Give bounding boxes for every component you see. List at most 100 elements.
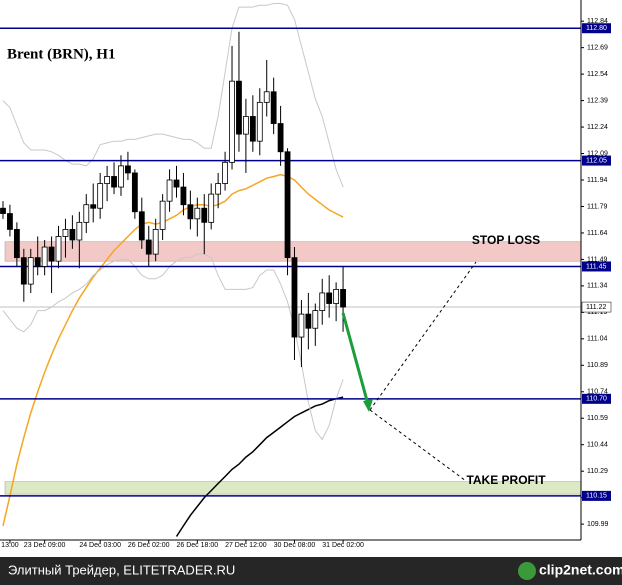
level-label: 112.05 xyxy=(586,157,607,164)
y-tick-label: 111.34 xyxy=(587,283,607,290)
candle-body xyxy=(180,186,187,206)
level-label: 111.45 xyxy=(586,263,606,270)
candle-body xyxy=(263,91,270,103)
candle-body xyxy=(83,204,90,223)
indicator-line xyxy=(175,396,344,537)
candle-body xyxy=(215,183,222,195)
arrow-head xyxy=(363,399,373,412)
candle-body xyxy=(27,257,34,285)
y-tick-label: 110.29 xyxy=(587,468,608,475)
candle-body xyxy=(104,176,110,184)
axis: 112.84 112.69 112.54 112.39 112.24 112.09 111.… xyxy=(1,18,612,549)
level-label: 112.80 xyxy=(586,25,607,32)
candle-body xyxy=(298,313,305,338)
candle-body xyxy=(208,193,215,223)
price-box xyxy=(581,301,612,313)
zone-label: STOP LOSS xyxy=(472,233,540,247)
y-tick-label: 112.39 xyxy=(587,97,608,104)
x-tick-label: 24 Dec 03:00 xyxy=(79,542,121,549)
candle-body xyxy=(340,289,346,308)
y-tick-label: 111.79 xyxy=(587,203,607,210)
forecast-arrow xyxy=(341,312,371,409)
y-tick-label: 110.59 xyxy=(587,415,608,422)
candle-body xyxy=(249,116,256,142)
candle-body xyxy=(131,172,138,213)
candle-body xyxy=(236,80,242,135)
logo-text: clip2net.com xyxy=(539,562,622,578)
candle-body xyxy=(125,165,131,174)
level-box xyxy=(582,393,611,404)
candle-body xyxy=(76,221,83,241)
dashed-line xyxy=(369,261,477,411)
candle-body xyxy=(222,161,228,184)
x-tick-label: 13:00 xyxy=(1,542,19,549)
candle-body xyxy=(34,257,41,267)
candle-body xyxy=(62,229,69,237)
candle-body xyxy=(97,183,104,209)
y-tick-label: 112.69 xyxy=(587,44,608,51)
y-tick-label: 111.94 xyxy=(587,177,607,184)
y-tick-label: 111.19 xyxy=(587,309,607,316)
level-box xyxy=(582,490,611,501)
candle-body xyxy=(256,101,263,142)
y-tick-label: 112.54 xyxy=(587,71,608,78)
candle-body xyxy=(152,229,159,255)
candle-body xyxy=(138,211,145,241)
candle-body xyxy=(69,229,76,241)
candle-body xyxy=(229,80,235,163)
y-tick-label: 111.49 xyxy=(587,256,607,263)
indicator-line xyxy=(2,253,344,441)
candles xyxy=(0,31,346,368)
x-tick-label: 26 Dec 18:00 xyxy=(176,542,218,549)
candle-body xyxy=(7,213,13,230)
candle-body xyxy=(20,257,27,285)
candle-body xyxy=(111,176,117,188)
x-tick-label: 27 Dec 12:00 xyxy=(225,542,267,549)
background xyxy=(0,0,622,557)
candle-body xyxy=(159,200,166,230)
x-tick-label: 26 Dec 02:00 xyxy=(128,542,170,549)
candle-body xyxy=(13,229,20,259)
level-label: 110.70 xyxy=(586,396,607,403)
candle-body xyxy=(166,179,173,202)
dashed-line xyxy=(369,409,467,482)
candle-body xyxy=(187,204,194,220)
y-tick-label: 110.89 xyxy=(587,362,608,369)
candle-body xyxy=(90,204,97,209)
candle-body xyxy=(291,257,298,338)
y-tick-label: 112.84 xyxy=(587,18,608,25)
level-box xyxy=(582,261,611,272)
y-tick-label: 112.24 xyxy=(587,124,608,131)
candle-body xyxy=(305,313,312,329)
candle-body xyxy=(319,292,326,311)
candle-body xyxy=(118,165,124,188)
y-tick-label: 111.64 xyxy=(587,230,607,237)
x-tick-label: 30 Dec 08:00 xyxy=(274,542,316,549)
candle-body xyxy=(333,289,340,304)
y-tick-label: 110.44 xyxy=(587,442,608,449)
candle-body xyxy=(312,310,319,329)
level-label: 110.15 xyxy=(586,493,607,500)
price-label: 111.22 xyxy=(586,304,606,311)
y-tick-label: 110.74 xyxy=(587,389,608,396)
chart-title: Brent (BRN), H1 xyxy=(7,46,115,62)
candle-body xyxy=(41,246,48,267)
level-box xyxy=(582,23,611,34)
footer-text: Элитный Трейдер, ELITETRADER.RU xyxy=(8,562,235,577)
zone-label: TAKE PROFIT xyxy=(466,473,546,487)
levels xyxy=(0,27,581,497)
candle-body xyxy=(145,239,152,255)
candle-body xyxy=(242,116,249,135)
y-tick-label: 111.04 xyxy=(587,336,607,343)
candle-body xyxy=(48,246,55,262)
candle-body xyxy=(173,179,180,188)
y-tick-label: 112.09 xyxy=(587,150,608,157)
indicator-line xyxy=(2,3,344,188)
candle-body xyxy=(326,292,333,304)
y-tick-label: 109.99 xyxy=(587,521,609,528)
candle-body xyxy=(55,236,62,262)
candle-body xyxy=(270,91,277,124)
candle-body xyxy=(277,123,284,153)
candle-body xyxy=(194,207,201,220)
